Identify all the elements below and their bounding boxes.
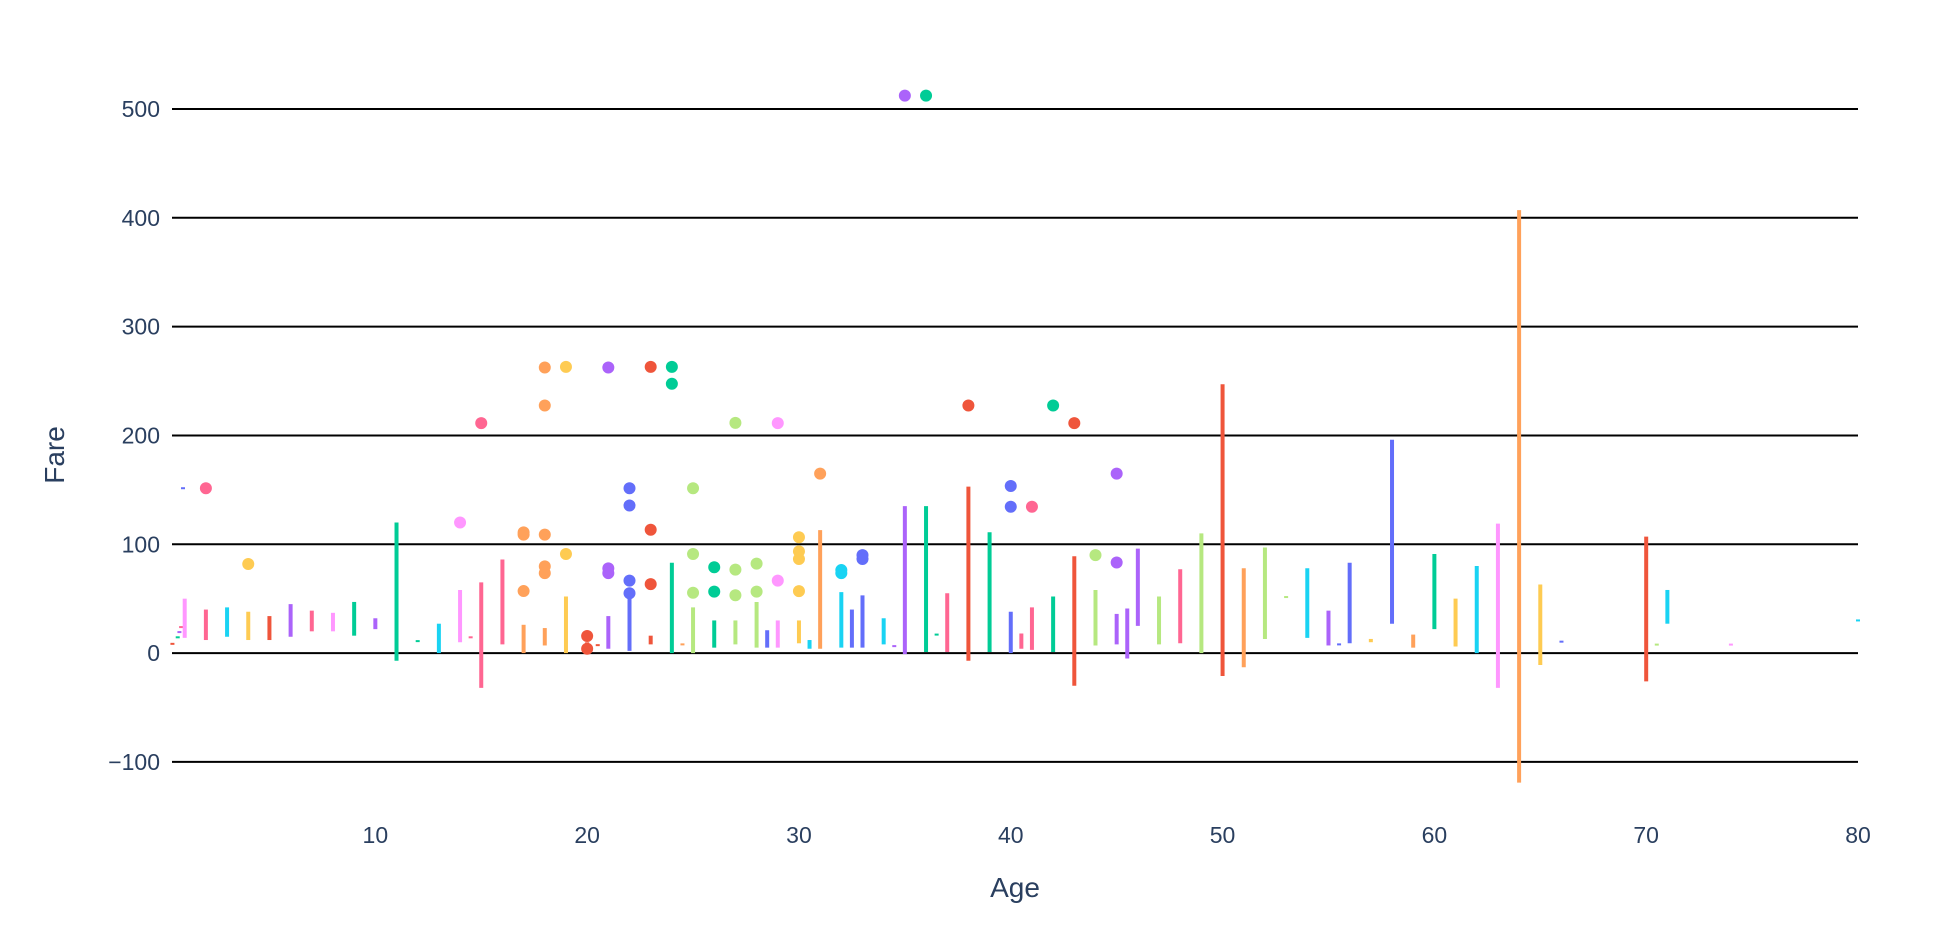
y-tick-label: −100	[108, 749, 160, 775]
data-point	[644, 523, 657, 536]
x-tick-label: 20	[574, 822, 600, 848]
data-point	[687, 547, 700, 560]
data-point	[538, 361, 551, 374]
gridlines	[172, 107, 1858, 763]
y-tick-label: 500	[122, 96, 160, 122]
y-tick-label: 400	[122, 205, 160, 231]
data-point	[665, 360, 678, 373]
x-tick-label: 50	[1210, 822, 1236, 848]
data-point	[665, 377, 678, 390]
data-point	[1047, 399, 1060, 412]
x-axis-ticks: 10 20 30 40 50 60 70 80	[363, 822, 1871, 848]
data-point	[602, 567, 615, 580]
data-point	[771, 417, 784, 430]
data-point	[623, 574, 636, 587]
data-point	[792, 531, 805, 544]
data-point	[687, 482, 700, 495]
data-point	[792, 552, 805, 565]
data-point	[729, 416, 742, 429]
data-point	[814, 467, 827, 480]
data-point	[1004, 500, 1017, 513]
data-point	[729, 563, 742, 576]
data-point	[602, 361, 615, 374]
x-tick-label: 10	[363, 822, 389, 848]
y-axis-title: Fare	[39, 426, 70, 484]
data-point	[538, 528, 551, 541]
data-point	[708, 585, 721, 598]
data-point	[1110, 556, 1123, 569]
data-point	[559, 360, 572, 373]
data-point	[538, 567, 551, 580]
data-point	[1025, 500, 1038, 513]
data-point	[199, 482, 212, 495]
data-point	[729, 589, 742, 602]
data-point	[962, 399, 975, 412]
data-point	[623, 499, 636, 512]
error-bars	[170, 210, 1860, 783]
data-point	[517, 528, 530, 541]
data-point	[242, 557, 255, 570]
data-point	[898, 89, 911, 102]
data-point	[1004, 480, 1017, 493]
y-axis-ticks: −100 0 100 200 300 400 500	[108, 96, 160, 775]
data-point	[538, 399, 551, 412]
x-tick-label: 60	[1422, 822, 1448, 848]
data-point	[644, 360, 657, 373]
data-point	[1068, 417, 1081, 430]
data-point	[687, 586, 700, 599]
data-point	[750, 557, 763, 570]
data-point	[835, 567, 848, 580]
y-tick-label: 300	[122, 314, 160, 340]
data-point	[623, 482, 636, 495]
data-point	[644, 578, 657, 591]
data-point	[792, 585, 805, 598]
y-tick-label: 0	[147, 640, 160, 666]
data-point	[581, 642, 594, 655]
data-point	[708, 561, 721, 574]
x-tick-label: 80	[1845, 822, 1871, 848]
data-points	[199, 89, 1123, 655]
y-tick-label: 200	[122, 422, 160, 448]
data-point	[517, 585, 530, 598]
x-tick-label: 30	[786, 822, 812, 848]
data-point	[1110, 467, 1123, 480]
data-point	[454, 516, 467, 529]
data-point	[771, 574, 784, 587]
data-point	[623, 587, 636, 600]
data-point	[581, 630, 594, 643]
data-point	[920, 89, 933, 102]
y-tick-label: 100	[122, 531, 160, 557]
data-point	[750, 585, 763, 598]
data-point	[559, 547, 572, 560]
x-axis-title: Age	[990, 872, 1040, 903]
data-point	[475, 417, 488, 430]
x-tick-label: 40	[998, 822, 1024, 848]
x-tick-label: 70	[1633, 822, 1659, 848]
data-point	[856, 552, 869, 565]
data-point	[1089, 549, 1102, 562]
